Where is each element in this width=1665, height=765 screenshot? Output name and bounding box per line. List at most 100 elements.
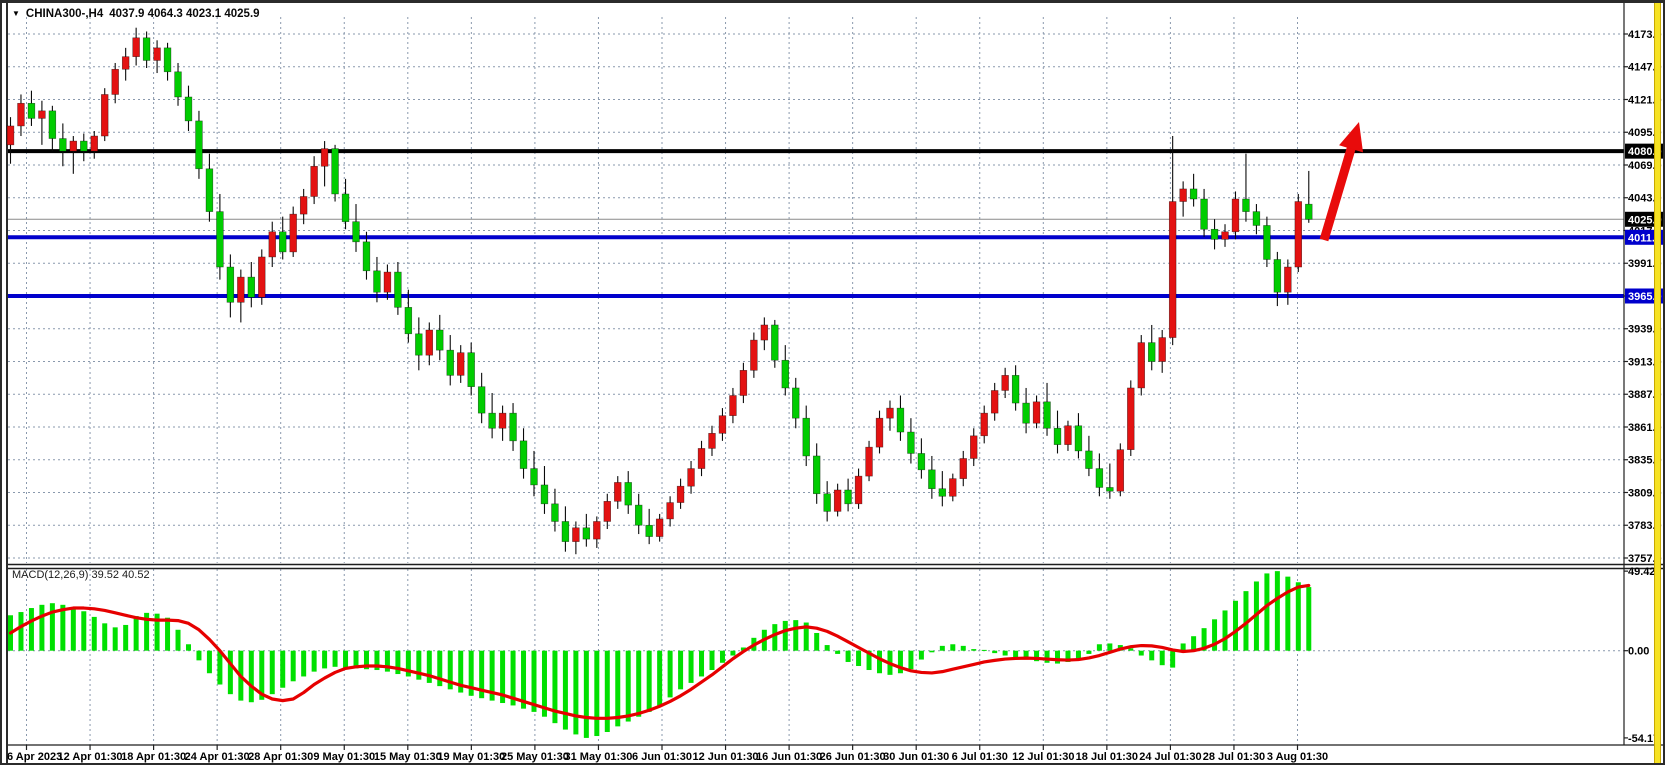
bull-candle [1221, 231, 1229, 240]
bear-candle [1095, 468, 1104, 488]
bull-candle [959, 458, 967, 479]
arrow-head [1339, 122, 1364, 153]
macd-histogram-bar [625, 650, 631, 722]
bear-candle [373, 270, 381, 293]
chart-title: ▼ CHINA300-,H4 4037.9 4064.3 4023.1 4025… [12, 8, 260, 20]
macd-histogram-bar [301, 650, 307, 677]
time-tick-label: 28 Apr 01:30 [248, 751, 313, 763]
macd-histogram-bar [1264, 573, 1270, 651]
bull-candle [258, 256, 266, 298]
macd-histogram-bar [960, 645, 966, 651]
bear-candle [142, 37, 151, 61]
macd-histogram-bar [447, 650, 453, 690]
bear-candle [80, 140, 88, 152]
bull-candle [718, 415, 727, 434]
macd-histogram-bar [81, 611, 87, 651]
macd-histogram-bar [112, 627, 118, 651]
candlestick-chart-canvas[interactable]: 4173.04147.04121.04095.04069.04043.04017… [2, 3, 1665, 765]
bear-candle [404, 307, 413, 335]
black-price-label [1625, 143, 1663, 159]
bear-candle [771, 324, 779, 361]
bear-candle [279, 231, 287, 253]
time-tick-label: 26 Jun 01:30 [820, 751, 886, 763]
bear-candle [216, 211, 224, 268]
symbol-dropdown-icon[interactable]: ▼ [12, 9, 20, 18]
macd-histogram-bar [1212, 619, 1218, 651]
bull-candle [38, 110, 46, 119]
price-tick-label: 4121.0 [1628, 94, 1662, 106]
macd-tick-label: 49.42 [1628, 566, 1656, 578]
macd-histogram-bar [1201, 628, 1207, 651]
macd-histogram-bar [688, 650, 694, 683]
bear-candle [341, 193, 350, 222]
macd-histogram-bar [646, 650, 652, 712]
price-tick-label: 3887.0 [1628, 389, 1662, 401]
bull-candle [697, 448, 706, 469]
macd-histogram-bar [332, 650, 338, 667]
price-tick-label: 4069.0 [1628, 160, 1662, 172]
bull-candle [498, 412, 507, 429]
bull-candle [1168, 201, 1177, 338]
macd-histogram-bar [227, 650, 233, 695]
price-tick-label: 3913.0 [1628, 356, 1662, 368]
macd-histogram-bar [929, 650, 935, 653]
macd-histogram-bar [814, 632, 820, 651]
bull-candle [383, 271, 392, 293]
price-tick-label: 3939.0 [1628, 324, 1662, 336]
bull-candle [854, 475, 863, 505]
macd-histogram-bar [699, 650, 705, 677]
bear-candle [27, 102, 36, 119]
macd-histogram-bar [1274, 571, 1280, 651]
horizontal-line-objects[interactable] [8, 149, 1624, 298]
bear-candle [205, 168, 214, 212]
bull-candle [1158, 337, 1166, 362]
bull-candle [875, 417, 884, 448]
macd-histogram-bar [259, 650, 265, 700]
bull-candle [1179, 188, 1187, 202]
price-tick-label: 4095.0 [1628, 127, 1662, 139]
bear-candle [247, 276, 256, 298]
bear-candle [802, 417, 810, 457]
highlight-price-text: 4080.0 [1628, 146, 1662, 158]
macd-histogram-bar [1013, 650, 1019, 658]
bull-candle [6, 125, 15, 146]
macd-histogram-bar [709, 650, 715, 671]
bear-candle [488, 412, 496, 429]
macd-histogram-bar [206, 650, 212, 674]
bull-candle [299, 196, 308, 215]
bull-candle [1116, 449, 1125, 492]
bear-candle [1053, 427, 1062, 445]
macd-histogram-bar [363, 650, 369, 670]
macd-histogram-bar [510, 650, 516, 706]
time-tick-label: 18 Jul 01:30 [1076, 751, 1138, 763]
window-frame-left [6, 3, 8, 763]
bull-candle [132, 37, 140, 57]
macd-histogram-bar [918, 650, 924, 660]
time-tick-label: 3 Aug 01:30 [1267, 751, 1328, 763]
bear-candle [812, 455, 821, 495]
bull-candle [69, 140, 78, 152]
price-tick-label: 3809.0 [1628, 487, 1662, 499]
macd-histogram-bar [835, 650, 841, 654]
macd-histogram-bar [196, 650, 202, 661]
macd-histogram-bar [165, 617, 171, 651]
bull-candle [153, 47, 161, 61]
highlight-price-text: 4025.9 [1628, 214, 1662, 226]
trend-arrow[interactable] [1319, 122, 1364, 242]
macd-histogram-bar [636, 650, 642, 717]
macd-histogram-bar [91, 616, 97, 651]
highlight-price-text: 3965.0 [1628, 291, 1662, 303]
bull-candle [1127, 387, 1135, 450]
bear-candle [436, 329, 444, 351]
macd-histogram-bar [1086, 650, 1092, 654]
macd-histogram-bar [1065, 650, 1071, 662]
bear-candle [844, 489, 852, 505]
panel-frames [8, 3, 1663, 746]
bear-candle [823, 493, 831, 512]
macd-histogram-bar [248, 650, 254, 703]
macd-histogram-bar [1023, 650, 1029, 660]
price-tick-label: 3991.0 [1628, 258, 1662, 270]
bear-candle [561, 521, 570, 542]
time-tick-label: 12 Apr 01:30 [58, 751, 123, 763]
